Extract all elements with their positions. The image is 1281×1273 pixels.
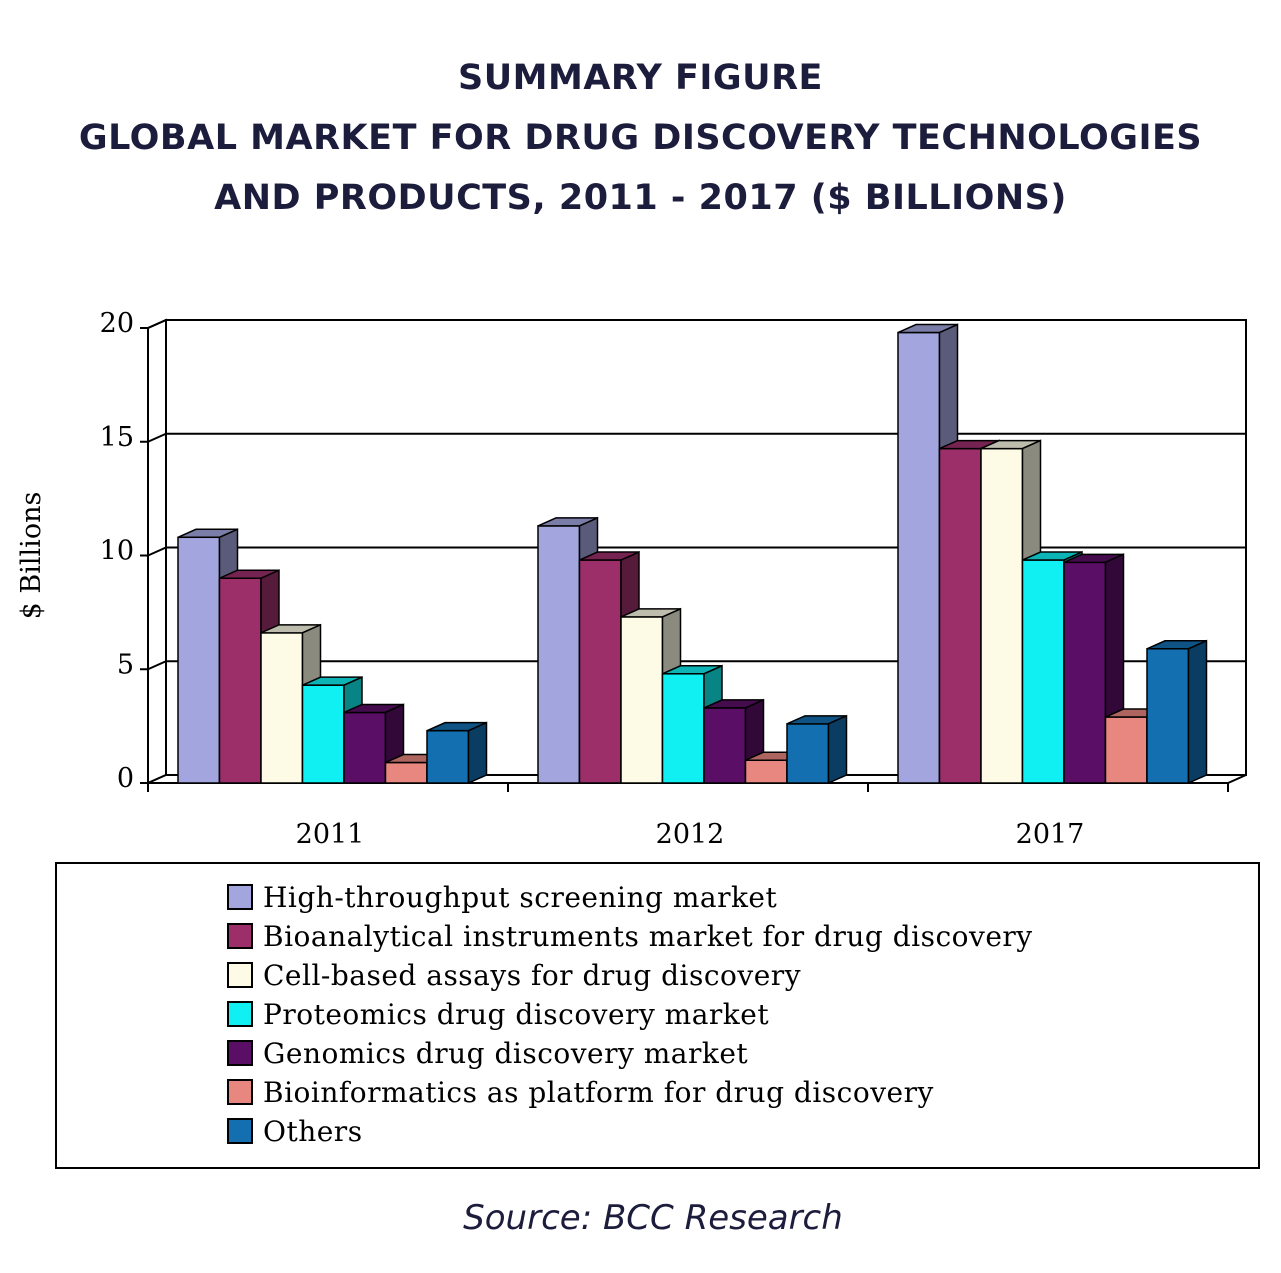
bar-front bbox=[384, 761, 428, 784]
bar-front bbox=[537, 525, 581, 784]
legend-label: Bioanalytical instruments market for dru… bbox=[263, 919, 1033, 953]
title-line-3: AND PRODUCTS, 2011 - 2017 ($ BILLIONS) bbox=[214, 178, 1067, 218]
legend-item: Bioanalytical instruments market for dru… bbox=[227, 919, 1033, 953]
bar-front bbox=[1021, 559, 1065, 784]
bar-front bbox=[744, 759, 788, 784]
x-tick-label: 2011 bbox=[296, 819, 365, 850]
y-axis-label: $ Billions bbox=[16, 492, 47, 620]
bar-front bbox=[786, 723, 830, 784]
bar-front bbox=[938, 447, 982, 784]
y-tick-label: 15 bbox=[100, 422, 134, 453]
bar-front bbox=[897, 331, 941, 784]
y-tick-label: 20 bbox=[100, 308, 134, 339]
x-tick-label: 2017 bbox=[1016, 819, 1085, 850]
legend-label: Genomics drug discovery market bbox=[263, 1036, 749, 1070]
bar-front bbox=[1063, 561, 1107, 784]
bar-front bbox=[301, 684, 345, 784]
bar-front bbox=[218, 577, 262, 784]
bar-side bbox=[467, 721, 488, 785]
legend-swatch bbox=[227, 884, 253, 910]
legend-label: Cell-based assays for drug discovery bbox=[263, 958, 802, 992]
gridline bbox=[147, 432, 1246, 443]
y-tick-label: 5 bbox=[117, 649, 134, 680]
legend-label: Proteomics drug discovery market bbox=[263, 997, 770, 1031]
legend-swatch bbox=[227, 1040, 253, 1066]
legend-label: High-throughput screening market bbox=[263, 880, 778, 914]
bar-side bbox=[1187, 639, 1208, 785]
legend-item: Bioinformatics as platform for drug disc… bbox=[227, 1075, 934, 1109]
legend-swatch bbox=[227, 1079, 253, 1105]
y-tick-label: 0 bbox=[117, 763, 134, 794]
bar-front bbox=[343, 711, 387, 784]
bar bbox=[786, 714, 848, 785]
bar-front bbox=[620, 616, 664, 784]
bar-front bbox=[1104, 716, 1148, 784]
gridline bbox=[147, 546, 1246, 557]
legend-swatch bbox=[227, 923, 253, 949]
legend-item: Cell-based assays for drug discovery bbox=[227, 958, 801, 992]
bar-front bbox=[426, 729, 470, 784]
legend-swatch bbox=[227, 962, 253, 988]
bar-front bbox=[980, 447, 1024, 784]
bar-front bbox=[578, 559, 622, 784]
bar bbox=[1146, 639, 1208, 785]
legend-item: Others bbox=[227, 1114, 363, 1148]
bar-front bbox=[260, 632, 304, 784]
gridline bbox=[147, 319, 1246, 329]
gridline bbox=[147, 660, 1246, 671]
legend-swatch bbox=[227, 1001, 253, 1027]
legend-item: Genomics drug discovery market bbox=[227, 1036, 748, 1070]
bar-front bbox=[661, 673, 705, 784]
legend-swatch bbox=[227, 1118, 253, 1144]
bar bbox=[426, 721, 488, 785]
bar-chart: 0 5 10 15 20 $ Billions 2011 2012 2017 bbox=[16, 308, 1247, 850]
legend-item: High-throughput screening market bbox=[227, 880, 777, 914]
y-tick-label: 10 bbox=[100, 536, 134, 567]
legend: High-throughput screening market Bioanaly… bbox=[55, 862, 1260, 1169]
bar-front bbox=[1146, 648, 1190, 784]
bar-side bbox=[827, 714, 848, 785]
title-line-2: GLOBAL MARKET FOR DRUG DISCOVERY TECHNOL… bbox=[78, 118, 1203, 158]
legend-label: Bioinformatics as platform for drug disc… bbox=[263, 1075, 934, 1109]
legend-label: Others bbox=[263, 1114, 363, 1148]
source-note: Source: BCC Research bbox=[463, 1198, 843, 1238]
legend-item: Proteomics drug discovery market bbox=[227, 997, 769, 1031]
bar-front bbox=[703, 707, 747, 784]
title-line-1: SUMMARY FIGURE bbox=[458, 58, 823, 98]
x-tick-label: 2012 bbox=[656, 819, 725, 850]
bar-front bbox=[177, 536, 221, 784]
